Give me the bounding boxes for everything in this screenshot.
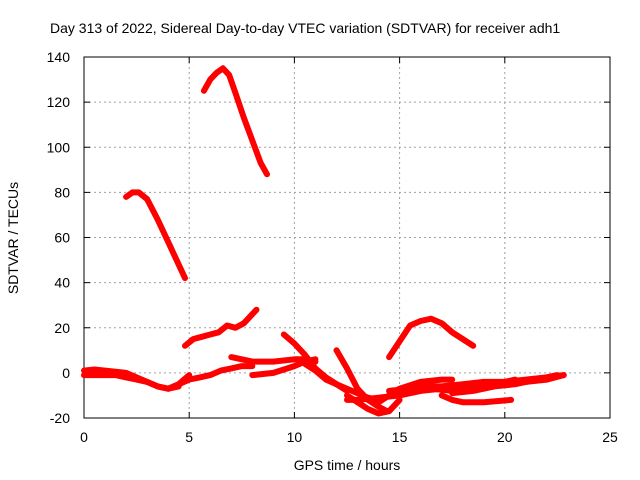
series-track-4 <box>123 189 188 282</box>
x-tick-label: 10 <box>287 429 303 445</box>
y-tick-label: 100 <box>47 139 71 155</box>
series-track-14 <box>386 315 477 361</box>
x-tick-label: 20 <box>497 429 513 445</box>
x-tick-label: 25 <box>602 429 618 445</box>
x-tick-label: 0 <box>80 429 88 445</box>
y-tick-label: 80 <box>54 184 70 200</box>
series-track-6 <box>182 306 260 349</box>
series-track-2 <box>81 372 182 392</box>
axis-ticks: 0 5 10 15 20 25 -20 0 20 40 60 80 100 120 140 <box>47 49 618 445</box>
series-track-11 <box>333 347 390 415</box>
x-tick-label: 15 <box>392 429 408 445</box>
y-tick-label: 60 <box>54 230 70 246</box>
series-track-3 <box>165 363 256 392</box>
series-track-20 <box>449 372 561 397</box>
series-track-10 <box>301 360 382 403</box>
y-tick-label: 120 <box>47 94 71 110</box>
y-tick-label: 0 <box>62 365 70 381</box>
y-axis-label: SDTVAR / TECUs <box>5 182 21 294</box>
x-tick-label: 5 <box>185 429 193 445</box>
y-tick-label: 140 <box>47 49 71 65</box>
series-track-17 <box>438 392 515 406</box>
data-series-group <box>81 65 567 417</box>
chart-title: Day 313 of 2022, Sidereal Day-to-day VTE… <box>50 20 560 36</box>
y-tick-label: 40 <box>54 275 70 291</box>
x-axis-label: GPS time / hours <box>294 457 401 473</box>
y-tick-label: -20 <box>50 410 70 426</box>
series-track-5 <box>200 65 270 178</box>
y-tick-label: 20 <box>54 320 70 336</box>
